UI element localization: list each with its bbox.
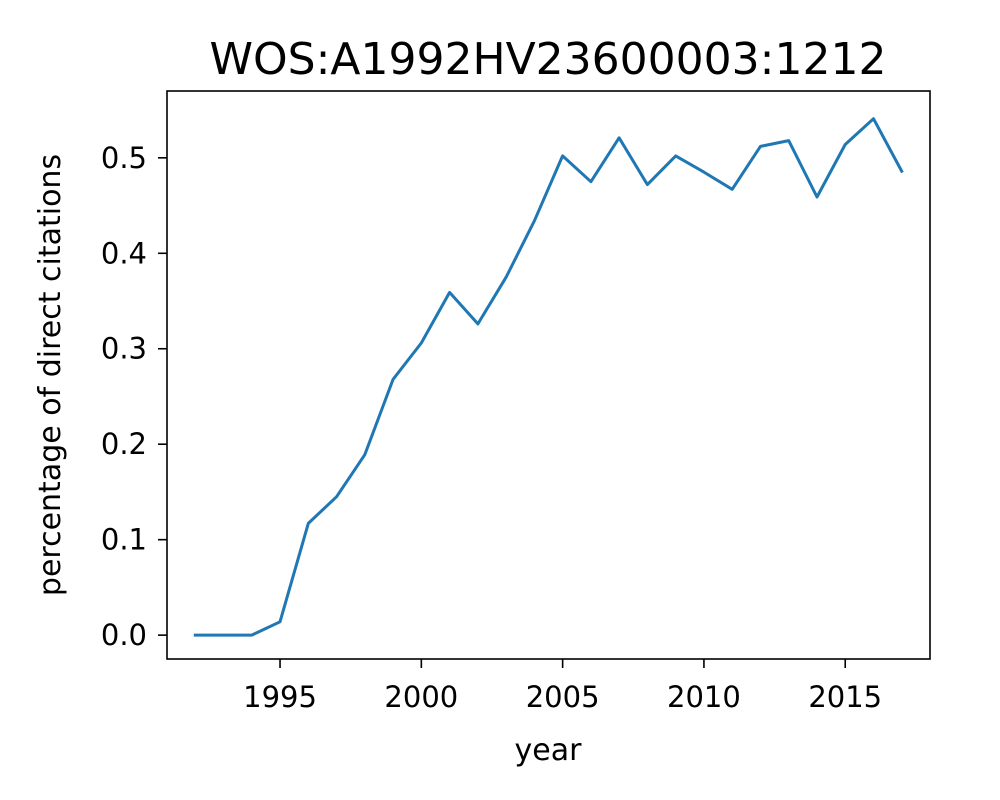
axis-ticks: 1995 2000 2005 2010 2015 0.0 0.1 0.2 0.3 0.4 0.5	[101, 141, 882, 714]
plot-area	[166, 90, 931, 660]
x-tick-label: 2000	[384, 680, 458, 714]
y-axis-label: percentage of direct citations	[33, 154, 68, 596]
plot-frame	[166, 90, 931, 660]
x-tick-label: 2015	[808, 680, 882, 714]
x-tick-label: 2010	[667, 680, 741, 714]
y-tick-label: 0.5	[101, 141, 147, 175]
chart-title: WOS:A1992HV23600003:1212	[210, 34, 887, 85]
y-tick-label: 0.3	[101, 332, 147, 366]
y-tick-label: 0.1	[101, 523, 147, 557]
x-tick-label: 2005	[526, 680, 600, 714]
x-tick-label: 1995	[243, 680, 317, 714]
series-line-0	[193, 117, 904, 637]
y-tick-label: 0.0	[101, 618, 147, 652]
y-tick-label: 0.4	[101, 236, 147, 270]
y-tick-label: 0.2	[101, 427, 147, 461]
x-axis-label: year	[515, 733, 583, 768]
